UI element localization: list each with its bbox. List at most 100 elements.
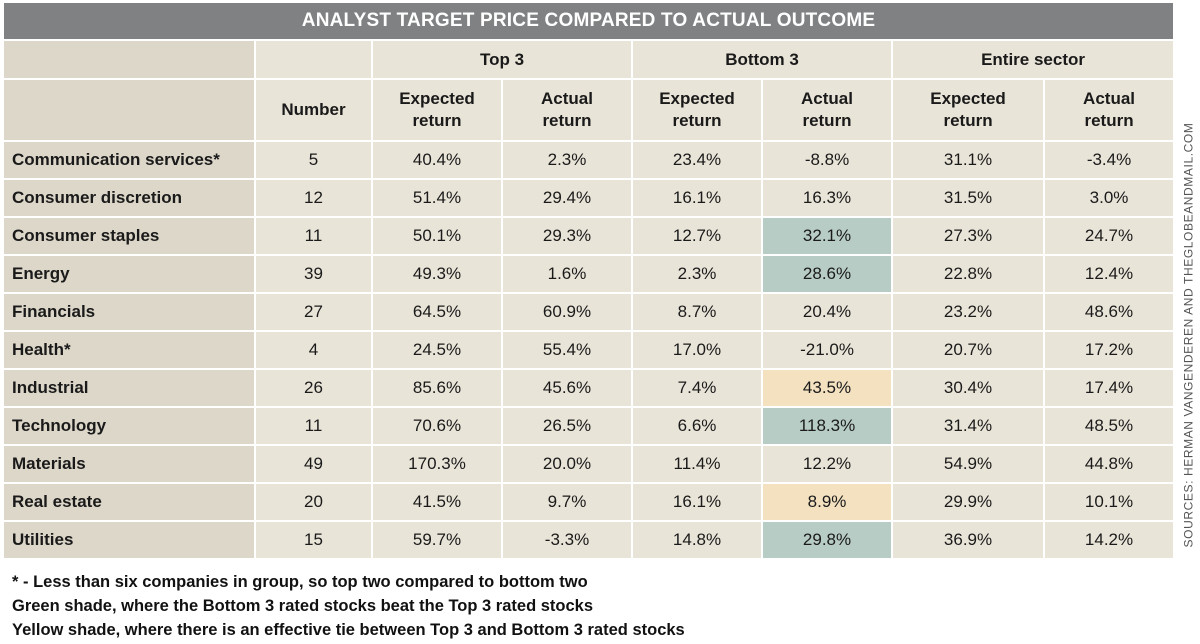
source-credit: SOURCES: HERMAN VANGENDEREN AND THEGLOBE… — [1178, 100, 1198, 570]
value-cell: 23.4% — [633, 142, 762, 178]
value-cell: 60.9% — [503, 294, 632, 330]
value-cell: 2.3% — [633, 256, 762, 292]
table-row: Consumer discretion 12 51.4% 29.4% 16.1% 16.3… — [4, 180, 1174, 216]
column-header: Actual return — [503, 80, 632, 140]
value-cell: 12.2% — [763, 446, 892, 482]
data-table: Top 3 Bottom 3 Entire sector Number Expected… — [2, 39, 1175, 560]
value-cell: 31.5% — [893, 180, 1044, 216]
value-cell: -3.3% — [503, 522, 632, 558]
column-header: Number — [256, 80, 371, 140]
column-header: Actual return — [1045, 80, 1174, 140]
sector-label: Health* — [4, 332, 254, 368]
table-row: Industrial 26 85.6% 45.6% 7.4% 43.5% 30.4% 17.4… — [4, 370, 1174, 406]
value-cell: 17.0% — [633, 332, 762, 368]
table-row: Consumer staples 11 50.1% 29.3% 12.7% 32.1% 27… — [4, 218, 1174, 254]
value-cell: 2.3% — [503, 142, 632, 178]
value-cell: 24.7% — [1045, 218, 1174, 254]
value-cell: 36.9% — [893, 522, 1044, 558]
value-cell: 118.3% — [763, 408, 892, 444]
value-cell: 41.5% — [373, 484, 501, 520]
value-cell: 64.5% — [373, 294, 501, 330]
table-row: Real estate 20 41.5% 9.7% 16.1% 8.9% 29.9% 10.1… — [4, 484, 1174, 520]
value-cell: 32.1% — [763, 218, 892, 254]
group-header: Top 3 — [373, 41, 632, 78]
value-cell: 85.6% — [373, 370, 501, 406]
value-cell: 29.4% — [503, 180, 632, 216]
value-cell: 15 — [256, 522, 371, 558]
value-cell: 7.4% — [633, 370, 762, 406]
chart-title: ANALYST TARGET PRICE COMPARED TO ACTUAL … — [4, 3, 1173, 39]
value-cell: 55.4% — [503, 332, 632, 368]
value-cell: 24.5% — [373, 332, 501, 368]
sector-label: Industrial — [4, 370, 254, 406]
value-cell: 17.4% — [1045, 370, 1174, 406]
value-cell: 29.3% — [503, 218, 632, 254]
value-cell: 31.4% — [893, 408, 1044, 444]
sector-label: Financials — [4, 294, 254, 330]
table-row: Technology 11 70.6% 26.5% 6.6% 118.3% 31.4% 48.… — [4, 408, 1174, 444]
value-cell: 11 — [256, 408, 371, 444]
value-cell: 27 — [256, 294, 371, 330]
table-row: Financials 27 64.5% 60.9% 8.7% 20.4% 23.2% 48.6… — [4, 294, 1174, 330]
value-cell: 29.9% — [893, 484, 1044, 520]
value-cell: 29.8% — [763, 522, 892, 558]
column-header: Expected return — [633, 80, 762, 140]
group-header: Entire sector — [893, 41, 1174, 78]
value-cell: 8.7% — [633, 294, 762, 330]
value-cell: 31.1% — [893, 142, 1044, 178]
value-cell: 12.4% — [1045, 256, 1174, 292]
value-cell: 11.4% — [633, 446, 762, 482]
value-cell: 4 — [256, 332, 371, 368]
table-row: Utilities 15 59.7% -3.3% 14.8% 29.8% 36.9% 14.2… — [4, 522, 1174, 558]
value-cell: -8.8% — [763, 142, 892, 178]
corner-cell — [4, 80, 254, 140]
number-group-cell — [256, 41, 371, 78]
value-cell: 5 — [256, 142, 371, 178]
source-text: SOURCES: HERMAN VANGENDEREN AND THEGLOBE… — [1181, 122, 1196, 548]
value-cell: -21.0% — [763, 332, 892, 368]
value-cell: 16.1% — [633, 180, 762, 216]
value-cell: 28.6% — [763, 256, 892, 292]
value-cell: 14.2% — [1045, 522, 1174, 558]
sector-label: Real estate — [4, 484, 254, 520]
value-cell: 70.6% — [373, 408, 501, 444]
value-cell: 26 — [256, 370, 371, 406]
value-cell: 9.7% — [503, 484, 632, 520]
value-cell: 10.1% — [1045, 484, 1174, 520]
table-row: Health* 4 24.5% 55.4% 17.0% -21.0% 20.7% 17.2% — [4, 332, 1174, 368]
value-cell: 6.6% — [633, 408, 762, 444]
sector-label: Consumer discretion — [4, 180, 254, 216]
value-cell: 27.3% — [893, 218, 1044, 254]
value-cell: 23.2% — [893, 294, 1044, 330]
value-cell: 50.1% — [373, 218, 501, 254]
table-row: Energy 39 49.3% 1.6% 2.3% 28.6% 22.8% 12.4% — [4, 256, 1174, 292]
value-cell: -3.4% — [1045, 142, 1174, 178]
value-cell: 59.7% — [373, 522, 501, 558]
value-cell: 44.8% — [1045, 446, 1174, 482]
column-header: Actual return — [763, 80, 892, 140]
value-cell: 45.6% — [503, 370, 632, 406]
value-cell: 1.6% — [503, 256, 632, 292]
sector-label: Energy — [4, 256, 254, 292]
value-cell: 16.1% — [633, 484, 762, 520]
value-cell: 48.5% — [1045, 408, 1174, 444]
value-cell: 20.0% — [503, 446, 632, 482]
sector-label: Utilities — [4, 522, 254, 558]
footnote-yellow: Yellow shade, where there is an effectiv… — [12, 621, 685, 639]
footnotes: * - Less than six companies in group, so… — [12, 570, 1182, 642]
sector-label: Consumer staples — [4, 218, 254, 254]
sector-label: Materials — [4, 446, 254, 482]
value-cell: 39 — [256, 256, 371, 292]
group-header-row: Top 3 Bottom 3 Entire sector — [4, 41, 1174, 78]
value-cell: 20.7% — [893, 332, 1044, 368]
value-cell: 8.9% — [763, 484, 892, 520]
footnote-green: Green shade, where the Bottom 3 rated st… — [12, 597, 594, 615]
value-cell: 3.0% — [1045, 180, 1174, 216]
value-cell: 11 — [256, 218, 371, 254]
sector-label: Communication services* — [4, 142, 254, 178]
value-cell: 20.4% — [763, 294, 892, 330]
value-cell: 51.4% — [373, 180, 501, 216]
value-cell: 17.2% — [1045, 332, 1174, 368]
column-header-row: Number Expected return Actual return Expected… — [4, 80, 1174, 140]
value-cell: 20 — [256, 484, 371, 520]
